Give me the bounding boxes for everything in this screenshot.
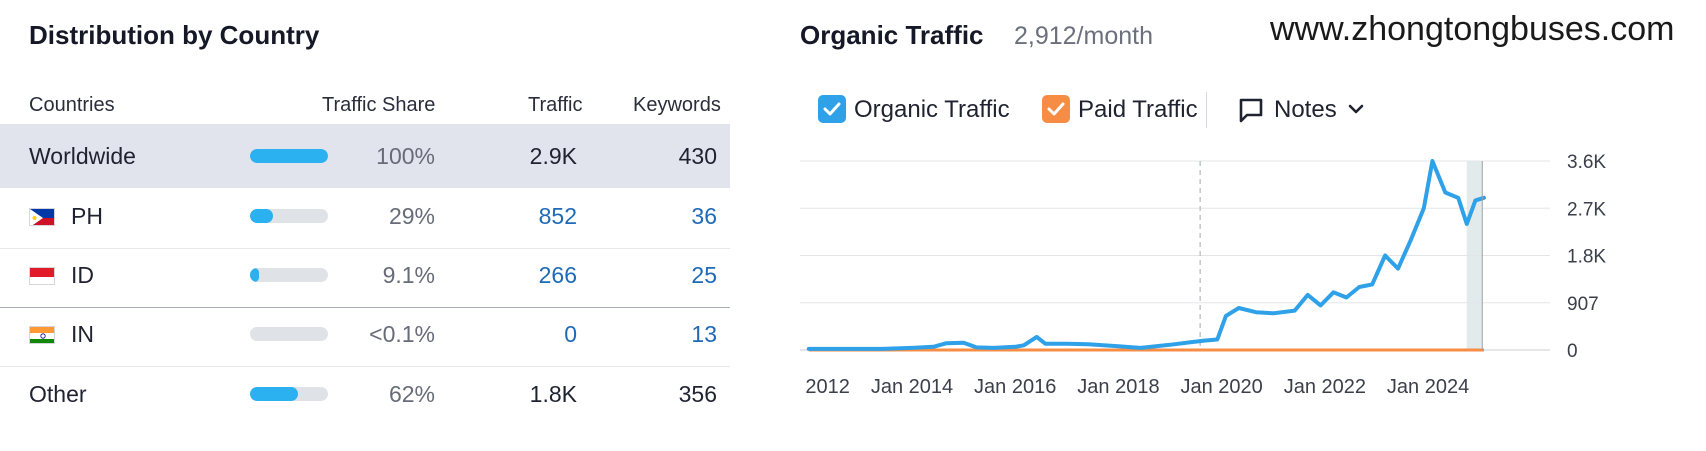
paid-traffic-checkbox[interactable] <box>1042 95 1070 123</box>
organic-traffic-panel: Organic Traffic 2,912/month www.zhongton… <box>800 0 1706 451</box>
x-tick-label: Jan 2016 <box>974 376 1056 398</box>
y-tick-label: 1.8K <box>1567 247 1606 268</box>
y-tick-label: 907 <box>1567 294 1599 315</box>
country-name[interactable]: IN <box>71 321 94 347</box>
traffic-share-value: <0.1% <box>369 321 435 347</box>
col-traffic-share[interactable]: Traffic Share <box>322 94 436 116</box>
keywords-value: 356 <box>678 381 717 407</box>
x-tick-label: Jan 2020 <box>1180 376 1262 398</box>
traffic-share-bar-fill <box>250 268 260 282</box>
indonesia-flag-icon <box>29 267 55 285</box>
keywords-value[interactable]: 36 <box>691 203 717 229</box>
organic-traffic-title: Organic Traffic <box>800 20 984 50</box>
check-icon <box>823 102 841 116</box>
traffic-share-bar-fill <box>250 387 299 401</box>
distribution-title: Distribution by Country <box>29 20 320 50</box>
traffic-value: 2.9K <box>529 143 577 169</box>
traffic-share-bar <box>250 327 328 341</box>
traffic-value[interactable]: 852 <box>538 203 577 229</box>
traffic-share-value: 29% <box>388 203 435 229</box>
col-traffic[interactable]: Traffic <box>528 94 583 116</box>
organic-traffic-per-month: 2,912/month <box>1014 22 1153 50</box>
traffic-share-bar-fill <box>250 149 328 163</box>
traffic-share-bar-fill <box>250 209 273 223</box>
y-tick-label: 0 <box>1567 341 1578 362</box>
country-name[interactable]: ID <box>71 262 94 288</box>
x-tick-label: Jan 2022 <box>1284 376 1366 398</box>
organic-traffic-checkbox[interactable] <box>818 95 846 123</box>
country-name[interactable]: PH <box>71 203 103 229</box>
keywords-value[interactable]: 13 <box>691 321 717 347</box>
traffic-share-bar <box>250 149 328 163</box>
traffic-share-bar <box>250 387 328 401</box>
col-countries[interactable]: Countries <box>29 94 115 116</box>
chevron-down-icon <box>1348 104 1364 114</box>
x-tick-label: Jan 2024 <box>1387 376 1469 398</box>
traffic-share-value: 62% <box>388 381 435 407</box>
x-tick-label: Jan 2018 <box>1077 376 1159 398</box>
keywords-value[interactable]: 25 <box>691 262 717 288</box>
legend-divider <box>1206 92 1207 128</box>
india-flag-icon <box>29 326 55 344</box>
y-tick-label: 3.6K <box>1567 152 1606 173</box>
col-keywords[interactable]: Keywords <box>633 94 721 116</box>
traffic-value[interactable]: 266 <box>538 262 577 288</box>
organic-traffic-chart[interactable]: 0 907 1.8K 2.7K 3.6K Jan 2012 Jan 2014 Jan 2016… <box>800 150 1700 450</box>
philippines-flag-icon <box>29 208 55 226</box>
distribution-panel: Distribution by Country Countries Traffi… <box>0 0 735 451</box>
y-tick-label: 2.7K <box>1567 199 1606 220</box>
traffic-share-value: 9.1% <box>382 262 435 288</box>
country-name: Worldwide <box>29 143 136 169</box>
table-row[interactable]: Other 62% 1.8K 356 <box>0 362 730 426</box>
x-tick-label: Jan 2012 <box>800 376 850 398</box>
check-icon <box>1047 102 1065 116</box>
comment-icon <box>1239 98 1263 123</box>
table-row[interactable]: PH 29% 852 36 <box>0 184 730 249</box>
table-row[interactable]: Worldwide 100% 2.9K 430 <box>0 124 730 188</box>
notes-label: Notes <box>1274 96 1337 123</box>
traffic-value[interactable]: 0 <box>564 321 577 347</box>
traffic-share-bar <box>250 209 328 223</box>
x-tick-label: Jan 2014 <box>871 376 953 398</box>
organic-traffic-legend-label: Organic Traffic <box>854 96 1010 123</box>
traffic-value: 1.8K <box>529 381 577 407</box>
country-name: Other <box>29 381 87 407</box>
organic-traffic-line <box>806 159 1486 351</box>
table-row[interactable]: ID 9.1% 266 25 <box>0 243 730 308</box>
traffic-share-bar <box>250 268 328 282</box>
distribution-table-header: Countries Traffic Share Traffic Keywords <box>0 92 730 122</box>
keywords-value: 430 <box>678 143 717 169</box>
site-watermark: www.zhongtongbuses.com <box>1270 10 1675 48</box>
traffic-share-value: 100% <box>376 143 435 169</box>
paid-traffic-legend-label: Paid Traffic <box>1078 96 1198 123</box>
table-row[interactable]: IN <0.1% 0 13 <box>0 302 730 367</box>
